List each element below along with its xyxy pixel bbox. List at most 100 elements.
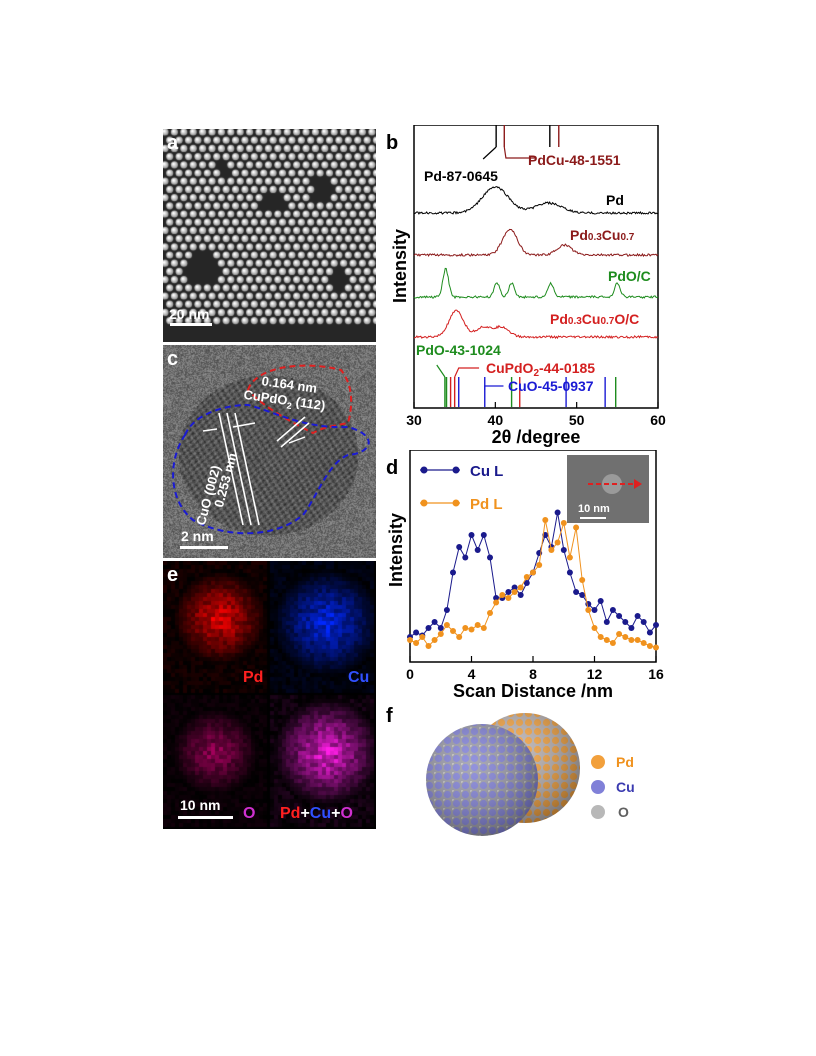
b-xtick-label: 40 — [488, 412, 504, 428]
d-point-cu — [634, 613, 641, 619]
scale-bar-e — [178, 816, 233, 819]
d-point-pd — [450, 628, 456, 634]
d-point-cu — [597, 598, 604, 604]
d-point-cu — [622, 619, 629, 625]
b-trace-Pd — [414, 186, 659, 215]
d-point-pd — [487, 610, 493, 616]
d-inset-scale: 10 nm — [578, 503, 610, 515]
panel-label-d: d — [386, 457, 398, 479]
b-ref-pd: Pd-87-0645 — [424, 168, 498, 184]
d-point-pd — [591, 625, 598, 631]
b-trace-label-pd: Pd — [606, 192, 624, 208]
b-ref-pdo: PdO-43-1024 — [416, 342, 501, 358]
legend-pd-label: Pd — [616, 754, 634, 770]
d-point-pd — [628, 637, 635, 643]
d-point-pd — [536, 562, 543, 568]
d-point-cu — [603, 619, 610, 625]
scale-bar-c-label: 2 nm — [181, 528, 214, 544]
b-trace-PdO/C — [413, 267, 659, 300]
d-point-cu — [437, 625, 444, 631]
legend-cu-marker — [591, 780, 605, 794]
b-ref-cuo: CuO-45-0937 — [508, 378, 594, 394]
panel-b-xrd-chart: b 30 40 50 60 2θ /degree Intensity Pd-87-06… — [386, 125, 666, 447]
cupdo2-region-outline — [246, 364, 353, 435]
d-point-cu — [591, 607, 598, 613]
b-xtick-label: 60 — [650, 412, 666, 428]
d-point-pd — [554, 539, 561, 546]
lattice-line-1 — [218, 412, 244, 526]
d-point-pd — [542, 517, 549, 523]
b-trace-label-pdcuo: Pd0.3Cu0.7O/C — [550, 311, 639, 327]
panel-label-f: f — [386, 705, 393, 727]
d-point-cu — [443, 607, 450, 613]
d-point-cu — [616, 613, 623, 619]
d-point-pd — [431, 637, 438, 643]
d-point-cu — [456, 544, 463, 550]
d-point-pd — [437, 631, 444, 637]
arrow-a — [232, 422, 256, 428]
d-ylabel: Intensity — [386, 513, 406, 587]
b-arrow-pdo — [436, 364, 446, 378]
legend-o-marker — [591, 805, 605, 819]
d-point-cu — [413, 629, 420, 636]
d-point-cu — [609, 607, 616, 613]
d-point-cu — [487, 554, 493, 561]
d-point-pd — [468, 626, 475, 633]
lattice-line-3 — [234, 412, 260, 526]
b-ref-cupdo2: CuPdO2-44-0185 — [486, 360, 595, 379]
b-trace-Pd0.3Cu0.7 — [413, 228, 659, 258]
d-xtick-label: 0 — [406, 666, 414, 682]
d-point-pd — [474, 622, 481, 628]
scale-bar-c — [180, 546, 228, 549]
d-point-pd — [579, 577, 586, 583]
d-point-cu — [523, 580, 530, 586]
d-point-cu — [646, 629, 653, 636]
d-legend-pd: Pd L — [470, 496, 503, 513]
d-point-pd — [511, 589, 518, 595]
map-label-merge: Pd+Cu+O — [280, 805, 353, 822]
d-point-pd — [530, 569, 536, 576]
d-point-cu — [554, 509, 561, 516]
b-xtick-label: 30 — [406, 412, 422, 428]
d-point-pd — [505, 595, 512, 601]
panel-e: e Pd Cu O Pd+Cu+O 10 nm — [163, 561, 376, 829]
d-point-cu — [511, 584, 518, 591]
b-trace-label-pdo: PdO/C — [608, 268, 651, 284]
d-point-pd — [462, 625, 469, 631]
b-ylabel: Intensity — [390, 229, 410, 303]
d-point-pd — [419, 634, 426, 640]
d-xlabel: Scan Distance /nm — [453, 681, 613, 700]
core-shell-model: Pd Cu O — [426, 713, 635, 836]
eds-maps — [163, 561, 376, 829]
d-point-pd — [493, 599, 500, 606]
lattice-line-2 — [226, 412, 252, 526]
b-xlabel: 2θ /degree — [492, 427, 581, 447]
d-point-cu — [573, 589, 580, 595]
d-series-line-1 — [409, 519, 657, 648]
panel-f: f Pd Cu O — [380, 700, 680, 850]
d-point-cu — [425, 625, 432, 631]
map-label-pd: Pd — [243, 669, 264, 686]
d-point-pd — [603, 637, 610, 643]
d-point-cu — [566, 569, 573, 576]
arrow-c — [202, 428, 218, 432]
d-point-pd — [597, 634, 604, 640]
d-point-cu — [517, 592, 524, 598]
d-legend: Cu L Pd L — [420, 463, 503, 513]
hrtem-overlay — [172, 364, 370, 535]
nanoparticle-array-image — [163, 129, 376, 342]
d-point-pd — [646, 643, 653, 649]
panel-label-c: c — [167, 348, 179, 370]
d-point-cu — [579, 592, 586, 598]
b-arrow-pd — [482, 146, 497, 160]
legend-pd-marker — [591, 755, 605, 769]
d-point-pd — [622, 634, 629, 640]
scale-bar-a-label: 20 nm — [169, 306, 210, 322]
d-xtick-label: 8 — [529, 666, 537, 682]
d-point-pd — [456, 634, 463, 640]
d-point-pd — [609, 640, 616, 646]
d-point-pd — [573, 524, 580, 531]
panel-label-b: b — [386, 132, 398, 154]
d-point-cu — [640, 619, 647, 625]
b-arrow-pdcu — [503, 146, 536, 159]
